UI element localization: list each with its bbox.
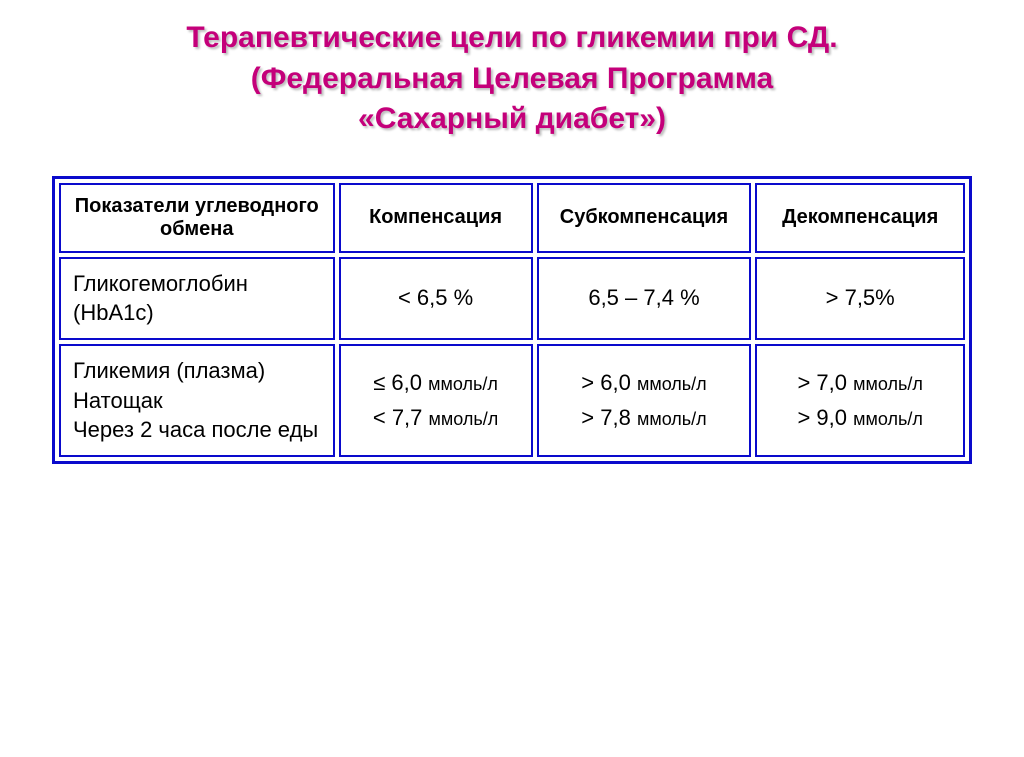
table-header-row: Показатели углеводного обмена Компенсаци…: [59, 183, 965, 253]
unit: ммоль/л: [429, 409, 499, 429]
cell-hba1c-decompensation: > 7,5%: [755, 257, 965, 340]
slide: Терапевтические цели по гликемии при СД.…: [0, 0, 1024, 757]
indicator-line: Гликогемоглобин: [73, 271, 248, 296]
cell-indicator-glycemia: Гликемия (плазма) Натощак Через 2 часа п…: [59, 344, 335, 457]
indicator-line: Натощак: [73, 388, 163, 413]
table-row: Гликемия (плазма) Натощак Через 2 часа п…: [59, 344, 965, 457]
unit: ммоль/л: [637, 409, 707, 429]
indicator-line: Гликемия (плазма): [73, 358, 265, 383]
title-line-2: (Федеральная Целевая Программа: [251, 62, 773, 95]
cell-glycemia-compensation: ≤ 6,0 ммоль/л < 7,7 ммоль/л: [339, 344, 533, 457]
cell-hba1c-compensation: < 6,5 %: [339, 257, 533, 340]
value: > 7,8: [581, 405, 631, 430]
unit: ммоль/л: [853, 374, 923, 394]
title-line-3: «Сахарный диабет»): [358, 102, 666, 135]
table-body: Гликогемоглобин (HbA1c) < 6,5 % 6,5 – 7,…: [59, 257, 965, 457]
col-header-indicator: Показатели углеводного обмена: [59, 183, 335, 253]
value: > 7,0: [797, 370, 847, 395]
glycemia-targets-table: Показатели углеводного обмена Компенсаци…: [52, 176, 972, 464]
col-header-compensation: Компенсация: [339, 183, 533, 253]
unit: ммоль/л: [428, 374, 498, 394]
title-line-1: Терапевтические цели по гликемии при СД.: [186, 21, 837, 54]
indicator-line: (HbA1c): [73, 300, 154, 325]
value: ≤ 6,0: [373, 370, 422, 395]
slide-title: Терапевтические цели по гликемии при СД.…: [40, 18, 984, 140]
table-row: Гликогемоглобин (HbA1c) < 6,5 % 6,5 – 7,…: [59, 257, 965, 340]
cell-indicator-hba1c: Гликогемоглобин (HbA1c): [59, 257, 335, 340]
cell-glycemia-subcompensation: > 6,0 ммоль/л > 7,8 ммоль/л: [537, 344, 752, 457]
value: < 7,7: [373, 405, 423, 430]
cell-glycemia-decompensation: > 7,0 ммоль/л > 9,0 ммоль/л: [755, 344, 965, 457]
col-header-decompensation: Декомпенсация: [755, 183, 965, 253]
table-header: Показатели углеводного обмена Компенсаци…: [59, 183, 965, 253]
value: > 6,0: [581, 370, 631, 395]
value: > 9,0: [797, 405, 847, 430]
unit: ммоль/л: [637, 374, 707, 394]
cell-hba1c-subcompensation: 6,5 – 7,4 %: [537, 257, 752, 340]
unit: ммоль/л: [853, 409, 923, 429]
indicator-line: Через 2 часа после еды: [73, 417, 318, 442]
col-header-subcompensation: Субкомпенсация: [537, 183, 752, 253]
